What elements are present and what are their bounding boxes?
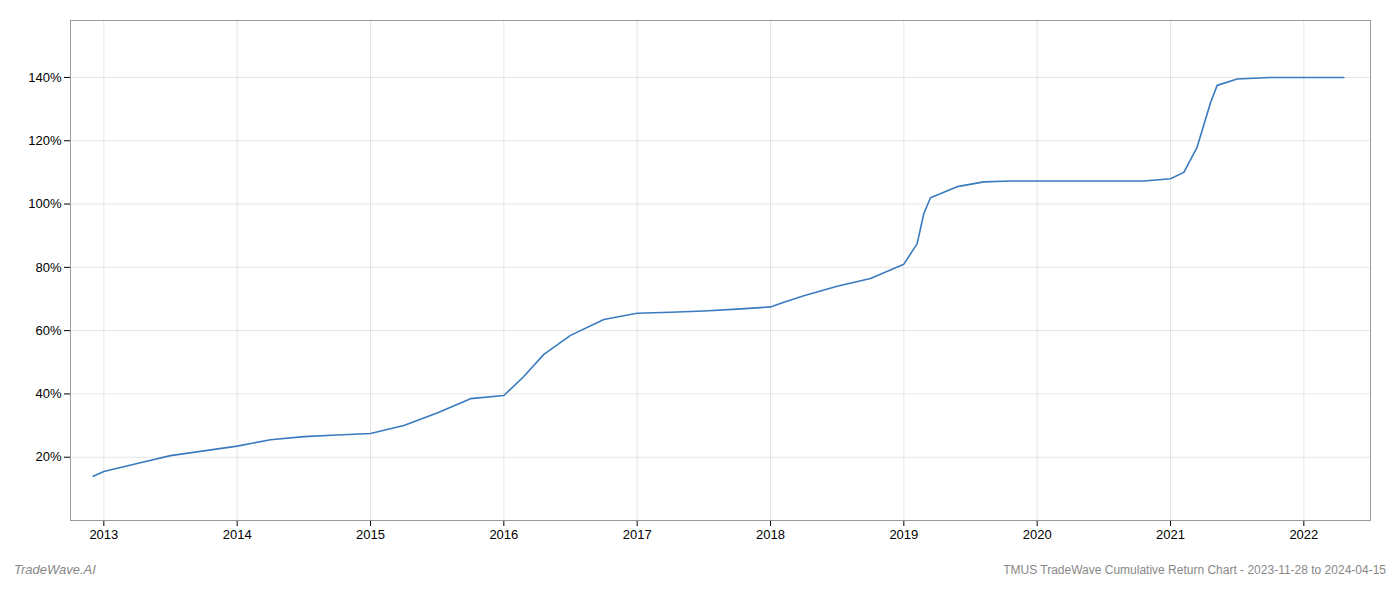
svg-text:2020: 2020 [1023,527,1052,542]
svg-text:100%: 100% [28,196,62,211]
svg-text:2016: 2016 [489,527,518,542]
svg-text:2017: 2017 [623,527,652,542]
html-text:TradeWave.AI: TradeWave.AI [14,562,96,577]
svg-text:2019: 2019 [889,527,918,542]
svg-text:20%: 20% [35,449,61,464]
svg-text:2015: 2015 [356,527,385,542]
svg-text:2021: 2021 [1156,527,1185,542]
svg-text:2022: 2022 [1289,527,1318,542]
svg-text:40%: 40% [35,386,61,401]
html-text:TMUS TradeWave Cumulative Retu: TMUS TradeWave Cumulative Return Chart -… [1003,563,1386,577]
svg-text:80%: 80% [35,259,61,274]
svg-text:140%: 140% [28,70,62,85]
svg-text:120%: 120% [28,133,62,148]
svg-text:2014: 2014 [223,527,252,542]
svg-text:2013: 2013 [89,527,118,542]
svg-text:60%: 60% [35,323,61,338]
svg-text:2018: 2018 [756,527,785,542]
